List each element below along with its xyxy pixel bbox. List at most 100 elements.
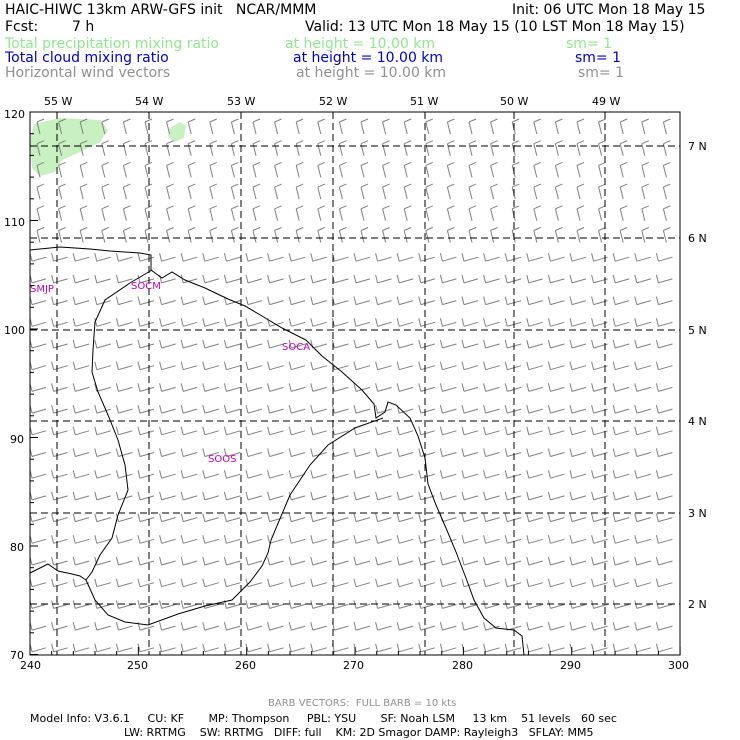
wind-barb [267,621,284,631]
model-info: Model Info: V3.6.1 CU: KF MP: Thompson P… [30,712,617,725]
wind-barb [490,118,498,135]
wind-barb [94,470,111,479]
wind-barb [187,118,196,135]
lat-label: 5 N [688,324,707,337]
wind-barb [245,404,263,414]
wind-barb [547,448,565,457]
wind-barb [58,183,66,200]
wind-barb [655,361,673,371]
wind-barb [288,578,306,588]
wind-barb [375,513,392,523]
wind-barb [591,556,608,566]
wind-barb [504,491,522,501]
wind-barb [353,296,371,306]
wind-barb [554,183,563,200]
wind-barb [267,361,284,371]
wind-barb [569,448,587,457]
wind-barb [526,643,543,653]
lat-label: 4 N [688,415,707,428]
wind-barb [554,161,563,178]
wind-barb [267,556,284,566]
wind-barb [612,253,630,262]
wind-barb [619,183,628,200]
wind-barb [331,621,349,631]
wind-barb [137,448,155,457]
wind-barb [533,118,541,135]
wind-barb [490,227,498,243]
wind-barb [375,621,392,631]
wind-barb [483,621,500,631]
wind-barb [439,621,457,631]
wind-barb [547,621,565,631]
wind-barb [662,183,671,200]
wind-barb [310,253,327,262]
wind-barb [72,513,90,523]
wind-barb [288,361,306,371]
wind-barb [439,339,457,349]
wind-barb [94,578,111,588]
wind-barb [569,383,587,392]
wind-barb [504,253,522,262]
wind-barb [655,513,673,523]
wind-barb [375,535,392,544]
wind-barb [526,426,543,436]
wind-barb [137,643,155,653]
wind-barb [159,513,176,523]
wind-barb [418,535,435,544]
wind-barb [29,535,47,544]
wind-barb [295,205,304,221]
wind-barb [461,339,479,349]
wind-barb [180,448,198,457]
wind-barb [418,448,435,457]
wind-barb [634,318,651,327]
wind-barb [396,621,414,631]
wind-barb [230,140,239,156]
wind-barb [612,535,630,544]
wind-barb [490,161,498,178]
wind-barb [569,578,587,588]
wind-barb [159,600,176,609]
wind-barb [396,513,414,523]
wind-barb [202,621,219,631]
wind-barb [375,404,392,414]
lat-label: 6 N [688,232,707,245]
wind-barb [634,556,651,566]
wind-barb [483,296,500,306]
wind-barb [180,296,198,306]
wind-barb [634,621,651,631]
wind-barb [360,140,369,156]
wind-barb [101,183,109,200]
wind-barb [425,227,433,243]
precip-area-nw [30,118,108,176]
wind-barb [612,643,630,653]
wind-barb [72,621,90,631]
wind-barb [569,318,587,327]
wind-barb [612,339,630,349]
wind-barb [483,578,500,588]
wind-barb [612,383,630,392]
wind-barb [375,448,392,457]
wind-barb [51,253,68,262]
wind-barb [612,426,630,436]
wind-barb [504,361,522,371]
wind-barb [223,361,241,371]
wind-barb [598,227,606,243]
wind-barb [382,205,390,221]
wind-barb [187,183,196,200]
wind-barb [547,643,565,653]
wind-barb [29,513,47,523]
wind-barb [641,183,649,200]
wind-barb [533,161,541,178]
wind-barb [439,404,457,414]
wind-barb [418,361,435,371]
wind-barb [166,161,174,178]
wind-barb [375,491,392,501]
wind-barb [569,491,587,501]
wind-barb [526,535,543,544]
wind-barb [202,470,219,479]
wind-barb [547,253,565,262]
wind-barb [72,404,90,414]
wind-barb [569,253,587,262]
wind-barb [526,491,543,501]
wind-barb [245,513,263,523]
